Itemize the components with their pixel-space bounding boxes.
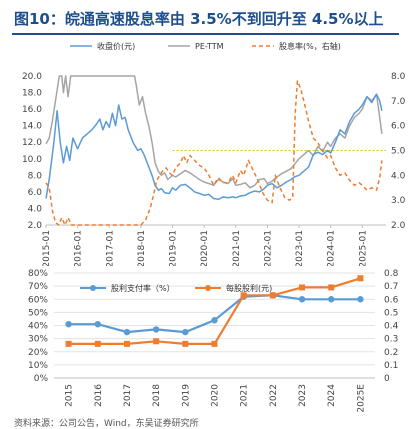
x-tick-label: 2016 [94,384,104,407]
y-left-tick-label: 80% [28,269,48,279]
legend-marker [205,285,211,291]
y-left-tick-label: 18.0 [22,89,42,99]
legend-label: PE-TTM [195,42,224,51]
data-point-payout-ratio [328,296,335,303]
x-tick-label: 2020 [211,384,221,407]
y-right-tick-label: 4.0 [391,171,406,181]
x-tick-label: 2017 [123,384,133,407]
y-left-tick-label: 16.0 [22,105,42,115]
legend-entry: 股息率(%，右轴) [252,41,341,51]
series-line-payout-ratio [68,294,361,334]
data-point-dps [65,340,72,347]
y-left-tick-label: 60% [28,295,48,305]
legend-entry: PE-TTM [168,42,224,51]
y-right-tick-label: 7.0 [391,97,406,107]
y-right-tick-label: 0.8 [384,269,399,279]
data-point-payout-ratio [65,320,72,328]
x-tick-label: 2015 [65,384,75,407]
legend-marker [90,285,96,291]
data-point-payout-ratio [211,317,218,324]
legend-label: 股息率(%，右轴) [279,41,341,51]
data-point-payout-ratio [152,326,160,333]
series-line-pe-ttm [45,75,383,189]
data-point-dps [94,340,101,347]
data-point-dps [182,340,189,347]
y-right-tick-label: 0.3 [384,335,398,345]
y-right-tick-label: 0.2 [384,348,398,358]
x-tick-label: 2024-01 [327,230,337,266]
title-underline [12,33,399,35]
data-point-dps [240,292,247,299]
legend-entry: 股利支付率（%） [80,283,175,293]
y-right-tick-label: 2.0 [391,221,406,231]
x-tick-label: 2018 [152,384,162,407]
data-point-dps [357,275,364,282]
y-right-tick-label: 0.7 [384,282,398,292]
bottom-line-chart: 0% 10% 20% 30% 40% 50% 60% 70% 80% 0 0.1 0.2 0.3 0.4 0… [28,269,399,413]
y-left-tick-label: 30% [28,335,48,345]
top-line-chart: 收盘价(元) PE-TTM 股息率(%，右轴) 2.0 4.0 6.0 8.0 10.0 12.… [22,41,406,266]
data-point-dps [123,340,130,347]
y-left-tick-label: 0% [34,374,49,384]
legend-label: 收盘价(元) [97,41,135,51]
data-point-dps [153,338,160,345]
legend-entry: 每股股利(元) [195,283,272,293]
x-tick-label: 2017-01 [105,230,115,266]
data-point-payout-ratio [94,320,101,328]
y-right-tick-label: 6.0 [391,122,406,132]
y-right-tick-label: 0.1 [384,361,398,371]
x-tick-label: 2019-01 [169,230,179,266]
data-point-payout-ratio [182,328,189,336]
y-right-tick-label: 0.4 [384,322,399,332]
data-point-dps [328,284,335,291]
y-left-tick-label: 70% [28,282,48,292]
x-tick-label: 2025-01 [358,230,368,266]
x-tick-label: 2019 [181,384,191,407]
x-tick-label: 2024 [327,384,337,407]
page-title: 图10：皖通高速股息率由 3.5%不到回升至 4.5%以上 [14,10,384,28]
legend-label: 股利支付率（%） [111,283,175,293]
y-left-tick-label: 4.0 [28,204,43,214]
data-point-dps [299,284,306,291]
y-left-tick-label: 20.0 [22,72,42,82]
data-point-payout-ratio [357,296,364,303]
y-left-tick-label: 10% [28,361,48,371]
y-left-tick-label: 2.0 [28,221,43,231]
legend-label: 每股股利(元) [226,283,272,293]
y-left-tick-label: 8.0 [28,171,43,181]
series-line-dividend-yield [45,80,383,226]
data-point-payout-ratio [298,296,306,303]
x-tick-label: 2022-01 [263,230,273,266]
source-note: 资料来源：公司公告，Wind，东吴证券研究所 [14,419,199,429]
x-tick-label: 2020-01 [200,230,210,266]
y-left-tick-label: 50% [28,308,48,318]
x-tick-label: 2021-01 [232,230,242,266]
y-right-tick-label: 0 [384,374,390,384]
series-line-close-price [45,93,383,201]
y-right-tick-label: 3.0 [391,196,406,206]
y-left-tick-label: 40% [28,322,48,332]
x-tick-label: 2021 [240,384,250,407]
y-right-tick-label: 0.6 [384,295,399,305]
x-tick-label: 2025E [356,384,366,413]
data-point-payout-ratio [123,328,131,336]
data-point-dps [211,340,218,347]
y-left-tick-label: 6.0 [28,188,43,198]
x-tick-label: 2015-01 [42,230,52,266]
x-tick-label: 2023 [298,384,308,407]
y-left-tick-label: 12.0 [22,138,42,148]
y-right-tick-label: 0.5 [384,308,398,318]
y-right-tick-label: 8.0 [391,72,406,82]
x-tick-label: 2016-01 [74,230,84,266]
x-tick-label: 2018-01 [137,230,147,266]
y-left-tick-label: 20% [28,348,48,358]
data-point-dps [269,292,276,299]
x-tick-label: 2022 [269,384,279,407]
x-tick-label: 2023-01 [295,230,305,266]
y-left-tick-label: 14.0 [22,122,42,132]
legend-entry: 收盘价(元) [70,41,135,51]
y-right-tick-label: 5.0 [391,147,406,157]
y-left-tick-label: 10.0 [22,155,42,165]
